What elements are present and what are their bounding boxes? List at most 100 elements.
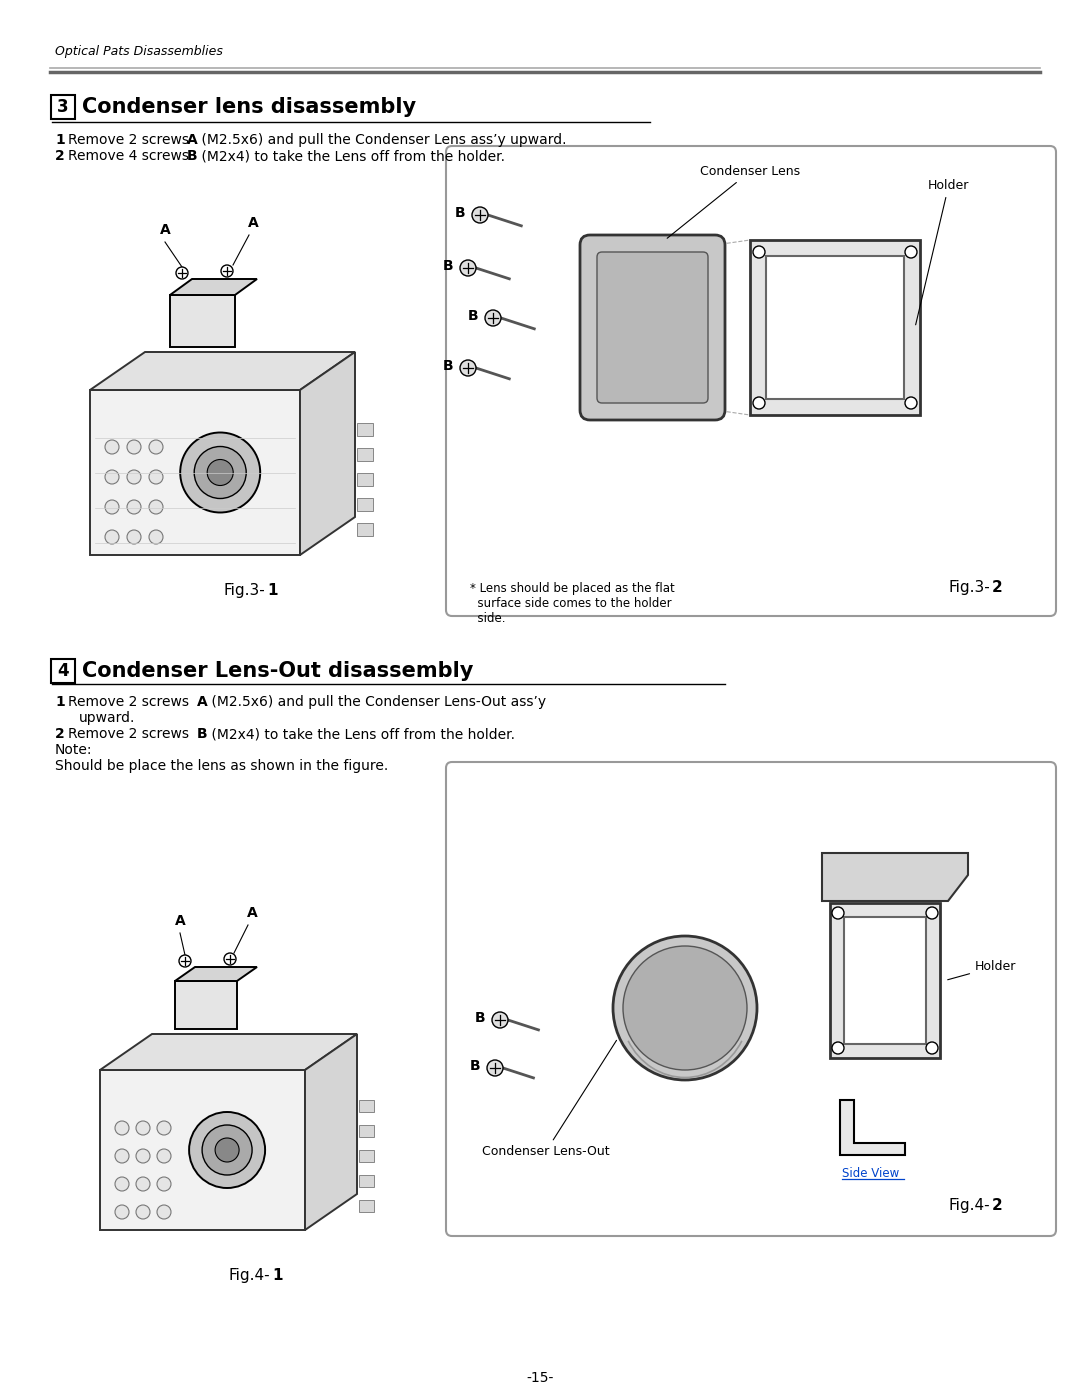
Text: 3: 3 xyxy=(57,98,69,116)
Text: A: A xyxy=(246,907,257,921)
Circle shape xyxy=(157,1206,171,1220)
Text: Holder: Holder xyxy=(947,960,1016,979)
FancyBboxPatch shape xyxy=(446,147,1056,616)
Text: Fig.3-: Fig.3- xyxy=(948,580,990,595)
Bar xyxy=(357,497,373,511)
Circle shape xyxy=(114,1206,129,1220)
Circle shape xyxy=(905,246,917,258)
Circle shape xyxy=(189,1112,265,1187)
Circle shape xyxy=(179,956,191,967)
Bar xyxy=(357,474,373,486)
Circle shape xyxy=(472,207,488,224)
Circle shape xyxy=(136,1120,150,1134)
Text: Fig.4-: Fig.4- xyxy=(948,1199,990,1213)
FancyBboxPatch shape xyxy=(51,95,75,119)
FancyBboxPatch shape xyxy=(100,1070,305,1229)
Circle shape xyxy=(215,1139,239,1162)
Circle shape xyxy=(127,529,141,543)
Bar xyxy=(357,423,373,436)
Circle shape xyxy=(157,1148,171,1162)
Polygon shape xyxy=(305,1034,357,1229)
Circle shape xyxy=(157,1178,171,1192)
Text: Remove 2 screws: Remove 2 screws xyxy=(68,726,193,740)
Circle shape xyxy=(114,1148,129,1162)
Circle shape xyxy=(926,1042,939,1053)
Polygon shape xyxy=(100,1034,357,1070)
Circle shape xyxy=(224,953,237,965)
Text: A: A xyxy=(197,694,207,710)
Text: A: A xyxy=(187,133,198,147)
Text: Condenser Lens: Condenser Lens xyxy=(667,165,800,239)
Text: B: B xyxy=(187,149,198,163)
Text: B: B xyxy=(455,205,465,219)
Circle shape xyxy=(202,1125,252,1175)
Circle shape xyxy=(926,907,939,919)
Text: 1: 1 xyxy=(55,694,65,710)
Circle shape xyxy=(460,260,476,277)
FancyBboxPatch shape xyxy=(175,981,237,1030)
Circle shape xyxy=(832,907,843,919)
Text: Remove 4 screws: Remove 4 screws xyxy=(68,149,193,163)
Text: Side View: Side View xyxy=(842,1166,900,1180)
Circle shape xyxy=(149,440,163,454)
Text: A: A xyxy=(175,914,186,928)
Polygon shape xyxy=(840,1099,905,1155)
Text: Condenser Lens-Out disassembly: Condenser Lens-Out disassembly xyxy=(82,661,473,680)
Polygon shape xyxy=(170,279,257,295)
Text: -15-: -15- xyxy=(526,1370,554,1384)
Circle shape xyxy=(127,440,141,454)
Text: 1: 1 xyxy=(272,1268,283,1282)
FancyBboxPatch shape xyxy=(831,902,940,1058)
Text: (M2.5x6) and pull the Condenser Lens ass’y upward.: (M2.5x6) and pull the Condenser Lens ass… xyxy=(197,133,567,147)
Bar xyxy=(359,1200,374,1213)
Text: 1: 1 xyxy=(55,133,65,147)
Text: Condenser Lens-Out: Condenser Lens-Out xyxy=(482,1041,617,1158)
Circle shape xyxy=(832,1042,843,1053)
Bar xyxy=(359,1125,374,1137)
FancyBboxPatch shape xyxy=(580,235,725,420)
Circle shape xyxy=(485,310,501,326)
Bar xyxy=(359,1175,374,1187)
Circle shape xyxy=(105,469,119,483)
Circle shape xyxy=(753,246,765,258)
FancyBboxPatch shape xyxy=(597,251,708,402)
FancyBboxPatch shape xyxy=(766,256,904,400)
Circle shape xyxy=(114,1120,129,1134)
Circle shape xyxy=(753,397,765,409)
FancyBboxPatch shape xyxy=(51,659,75,683)
Text: Condenser lens disassembly: Condenser lens disassembly xyxy=(82,96,416,117)
Text: B: B xyxy=(470,1059,481,1073)
Circle shape xyxy=(207,460,233,486)
Text: B: B xyxy=(475,1011,485,1025)
Polygon shape xyxy=(300,352,355,555)
Circle shape xyxy=(105,500,119,514)
Text: Remove 2 screws: Remove 2 screws xyxy=(68,133,193,147)
Text: B: B xyxy=(443,359,454,373)
Polygon shape xyxy=(175,967,257,981)
Bar xyxy=(357,448,373,461)
Text: (M2x4) to take the Lens off from the holder.: (M2x4) to take the Lens off from the hol… xyxy=(207,726,515,740)
Text: 2: 2 xyxy=(993,1199,1002,1213)
Circle shape xyxy=(136,1148,150,1162)
Circle shape xyxy=(127,469,141,483)
Text: 2: 2 xyxy=(55,726,65,740)
Circle shape xyxy=(105,529,119,543)
Circle shape xyxy=(105,440,119,454)
FancyBboxPatch shape xyxy=(90,390,300,555)
Circle shape xyxy=(492,1011,508,1028)
Bar xyxy=(359,1150,374,1162)
FancyBboxPatch shape xyxy=(843,916,926,1044)
Polygon shape xyxy=(90,352,355,390)
Text: A: A xyxy=(247,217,258,231)
Circle shape xyxy=(157,1120,171,1134)
Circle shape xyxy=(136,1206,150,1220)
Text: Remove 2 screws: Remove 2 screws xyxy=(68,694,193,710)
Circle shape xyxy=(221,265,233,277)
Circle shape xyxy=(487,1060,503,1076)
Circle shape xyxy=(127,500,141,514)
Text: * Lens should be placed as the flat: * Lens should be placed as the flat xyxy=(470,583,675,595)
Text: Fig.4-: Fig.4- xyxy=(228,1268,270,1282)
Text: B: B xyxy=(197,726,207,740)
Circle shape xyxy=(149,469,163,483)
Circle shape xyxy=(905,397,917,409)
